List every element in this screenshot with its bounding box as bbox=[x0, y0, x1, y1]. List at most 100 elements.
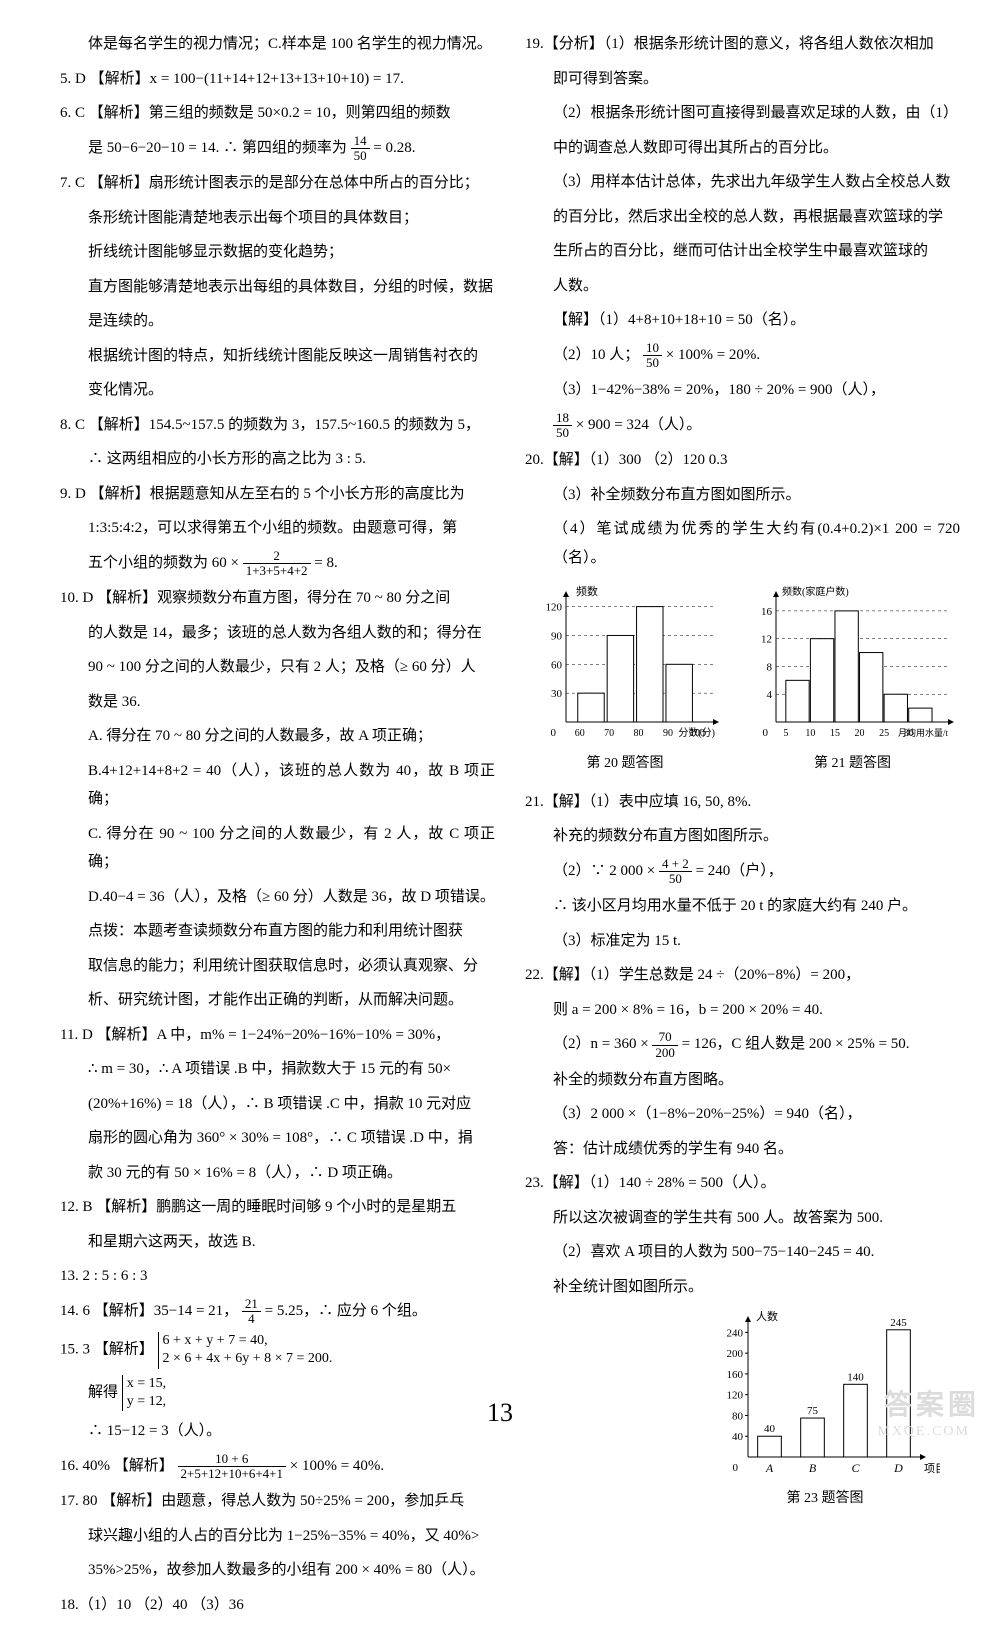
t: = 0.28. bbox=[373, 140, 415, 156]
svg-text:120: 120 bbox=[545, 602, 562, 614]
t: = 126，C 组人数是 200 × 25% = 50. bbox=[682, 1037, 910, 1053]
svg-text:40: 40 bbox=[764, 1424, 776, 1436]
t: （2）n = 360 × bbox=[553, 1037, 649, 1053]
text: 变化情况。 bbox=[60, 376, 495, 405]
fraction: 1850 bbox=[553, 411, 572, 441]
fraction: 70200 bbox=[652, 1030, 678, 1060]
text: 21.【解】（1）表中应填 16, 50, 8%. bbox=[525, 788, 960, 817]
svg-text:25: 25 bbox=[879, 728, 889, 739]
n: 21 bbox=[242, 1297, 261, 1312]
svg-text:200: 200 bbox=[727, 1349, 744, 1361]
svg-text:245: 245 bbox=[890, 1317, 907, 1329]
text: （3）2 000 ×（1−8%−20%−25%）= 940（名）， bbox=[525, 1100, 960, 1129]
svg-text:120: 120 bbox=[727, 1390, 744, 1402]
text: 五个小组的频数为 60 × 21+3+5+4+2 = 8. bbox=[60, 549, 495, 579]
text: 补全的频数分布直方图略。 bbox=[525, 1066, 960, 1095]
t: 14. 6 【解析】35−14 = 21， bbox=[60, 1303, 238, 1319]
text: 球兴趣小组的人占的百分比为 1−25%−35% = 40%，又 40%> bbox=[60, 1522, 495, 1551]
chart20-caption: 第 20 题答图 bbox=[528, 751, 723, 778]
text: （3）标准定为 15 t. bbox=[525, 927, 960, 956]
text: （2）喜欢 A 项目的人数为 500−75−140−245 = 40. bbox=[525, 1238, 960, 1267]
svg-text:10: 10 bbox=[805, 728, 815, 739]
svg-text:分数(分): 分数(分) bbox=[678, 726, 715, 739]
text: 款 30 元的有 50 × 16% = 8（人），∴ D 项正确。 bbox=[60, 1159, 495, 1188]
text: 中的调查总人数即可得出其所占的百分比。 bbox=[525, 134, 960, 163]
fraction: 1450 bbox=[351, 134, 370, 164]
fraction: 214 bbox=[242, 1297, 261, 1327]
n: 10 bbox=[643, 341, 662, 356]
svg-text:80: 80 bbox=[633, 728, 643, 739]
text: 所以这次被调查的学生共有 500 人。故答案为 500. bbox=[525, 1204, 960, 1233]
svg-text:20: 20 bbox=[854, 728, 864, 739]
chart21-svg: 481216频数(家庭户数)051015202530月均用水量/t bbox=[748, 582, 958, 747]
text: 即可得到答案。 bbox=[525, 65, 960, 94]
text: 5. D 【解析】x = 100−(11+14+12+13+13+10+10) … bbox=[60, 65, 495, 94]
svg-text:30: 30 bbox=[551, 688, 563, 700]
t: （2）∵ 2 000 × bbox=[553, 863, 655, 879]
eq: 2 × 6 + 4x + 6y + 8 × 7 = 200. bbox=[163, 1350, 333, 1368]
text: 23.【解】（1）140 ÷ 28% = 500（人）。 bbox=[525, 1169, 960, 1198]
text: 1850 × 900 = 324（人）。 bbox=[525, 411, 960, 441]
svg-text:90: 90 bbox=[551, 631, 563, 643]
text: （2）10 人； 1050 × 100% = 20%. bbox=[525, 341, 960, 371]
text: ∴ 这两组相应的小长方形的高之比为 3 : 5. bbox=[60, 445, 495, 474]
fraction: 21+3+5+4+2 bbox=[243, 549, 311, 579]
text: 扇形的圆心角为 360° × 30% = 108°，∴ C 项错误 .D 中，捐 bbox=[60, 1124, 495, 1153]
t: = 5.25，∴ 应分 6 个组。 bbox=[265, 1303, 427, 1319]
text: （4）笔试成绩为优秀的学生大约有(0.4+0.2)×1 200 = 720（名）… bbox=[525, 515, 960, 572]
chart21-block: 481216频数(家庭户数)051015202530月均用水量/t 第 21 题… bbox=[748, 582, 958, 778]
text: （2）n = 360 × 70200 = 126，C 组人数是 200 × 25… bbox=[525, 1030, 960, 1060]
t: 解得 bbox=[88, 1384, 118, 1400]
eq: y = 12, bbox=[127, 1393, 166, 1411]
svg-text:75: 75 bbox=[807, 1406, 819, 1418]
t: × 900 = 324（人）。 bbox=[576, 417, 702, 433]
svg-text:D: D bbox=[893, 1461, 903, 1475]
svg-text:15: 15 bbox=[829, 728, 839, 739]
svg-text:12: 12 bbox=[761, 634, 772, 646]
svg-text:C: C bbox=[851, 1461, 860, 1475]
d: 50 bbox=[643, 356, 662, 370]
svg-text:60: 60 bbox=[551, 659, 563, 671]
svg-text:160: 160 bbox=[727, 1369, 744, 1381]
d: 4 bbox=[242, 1312, 261, 1326]
text: 的人数是 14，最多；该班的总人数为各组人数的和；得分在 bbox=[60, 619, 495, 648]
text: 90 ~ 100 分之间的人数最少，只有 2 人；及格（≥ 60 分）人 bbox=[60, 653, 495, 682]
text: B.4+12+14+8+2 = 40（人），该班的总人数为 40，故 B 项正确… bbox=[60, 757, 495, 814]
n: 4 + 2 bbox=[659, 857, 692, 872]
left-column: 体是每名学生的视力情况；C.样本是 100 名学生的视力情况。 5. D 【解析… bbox=[60, 30, 495, 1625]
text: 折线统计图能够显示数据的变化趋势； bbox=[60, 238, 495, 267]
eq: x = 15, bbox=[127, 1375, 166, 1393]
text: 根据统计图的特点，知折线统计图能反映这一周销售衬衣的 bbox=[60, 342, 495, 371]
charts-row: 306090120频数060708090100分数(分) 第 20 题答图 48… bbox=[525, 582, 960, 778]
text: 补全统计图如图所示。 bbox=[525, 1273, 960, 1302]
svg-text:0: 0 bbox=[733, 1462, 739, 1474]
text: 13. 2 : 5 : 6 : 3 bbox=[60, 1262, 495, 1291]
text: 取信息的能力；利用统计图获取信息时，必须认真观察、分 bbox=[60, 952, 495, 981]
text: 6. C 【解析】第三组的频数是 50×0.2 = 10，则第四组的频数 bbox=[60, 99, 495, 128]
text: 9. D 【解析】根据题意知从左至右的 5 个小长方形的高度比为 bbox=[60, 480, 495, 509]
text: 20.【解】（1）300 （2）120 0.3 bbox=[525, 446, 960, 475]
text: 体是每名学生的视力情况；C.样本是 100 名学生的视力情况。 bbox=[60, 30, 495, 59]
text: (20%+16%) = 18（人），∴ B 项错误 .C 中，捐款 10 元对应 bbox=[60, 1090, 495, 1119]
page-number: 13 bbox=[487, 1388, 513, 1437]
t: 16. 40% 【解析】 bbox=[60, 1458, 174, 1474]
text: C. 得分在 90 ~ 100 分之间的人数最少，有 2 人，故 C 项正确； bbox=[60, 820, 495, 877]
n: 10 + 6 bbox=[178, 1452, 287, 1467]
text: 14. 6 【解析】35−14 = 21， 214 = 5.25，∴ 应分 6 … bbox=[60, 1297, 495, 1327]
d: 1+3+5+4+2 bbox=[243, 564, 311, 578]
svg-text:16: 16 bbox=[761, 606, 773, 618]
text: ∴ m = 30，∴ A 项错误 .B 中，捐款数大于 15 元的有 50× bbox=[60, 1055, 495, 1084]
n: 14 bbox=[351, 134, 370, 149]
t: （2）10 人； bbox=[553, 347, 639, 363]
text: 19.【分析】（1）根据条形统计图的意义，将各组人数依次相加 bbox=[525, 30, 960, 59]
text: 10. D 【解析】观察频数分布直方图，得分在 70 ~ 80 分之间 bbox=[60, 584, 495, 613]
svg-text:40: 40 bbox=[732, 1432, 744, 1444]
eq: 6 + x + y + 7 = 40, bbox=[163, 1332, 333, 1350]
text: 的百分比，然后求出全校的总人数，再根据最喜欢篮球的学 bbox=[525, 203, 960, 232]
text: 点拨：本题考查读频数分布直方图的能力和利用统计图获 bbox=[60, 917, 495, 946]
d: 2+5+12+10+6+4+1 bbox=[178, 1467, 287, 1481]
text: 生所占的百分比，继而可估计出全校学生中最喜欢篮球的 bbox=[525, 237, 960, 266]
svg-text:5: 5 bbox=[783, 728, 788, 739]
text: 17. 80 【解析】由题意，得总人数为 50÷25% = 200，参加乒乓 bbox=[60, 1487, 495, 1516]
text: 直方图能够清楚地表示出每组的具体数目，分组的时候，数据 bbox=[60, 273, 495, 302]
